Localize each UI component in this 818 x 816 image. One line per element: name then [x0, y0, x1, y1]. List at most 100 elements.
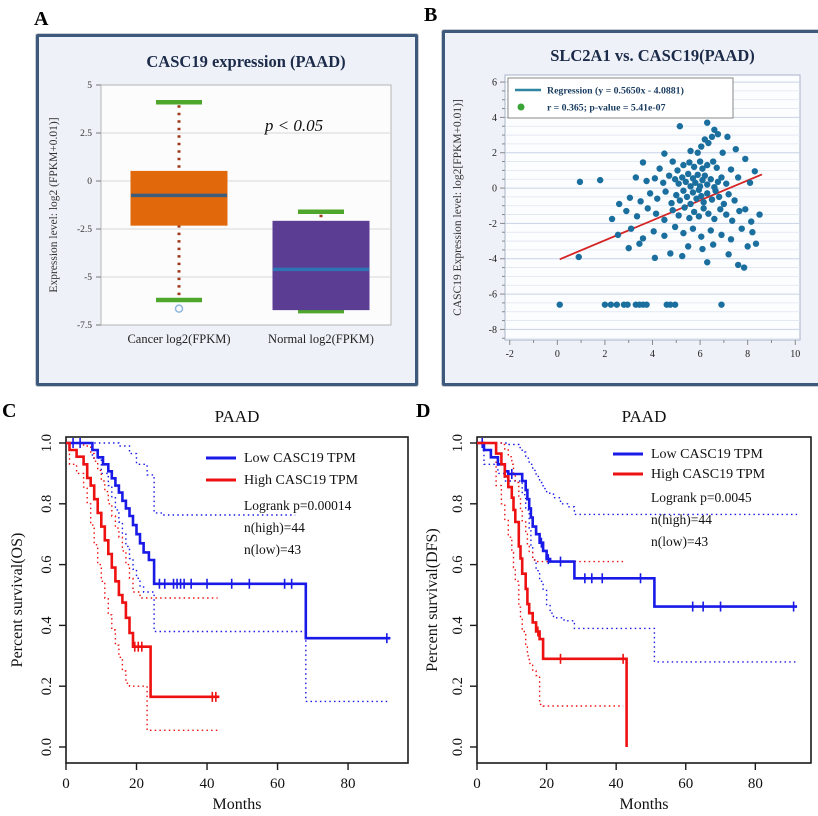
scatter-point: [636, 240, 643, 247]
scatter-point: [709, 158, 717, 165]
x-category-label: Normal log2(FPKM): [268, 332, 374, 346]
box-normal: [272, 220, 370, 311]
x-tick-label: 40: [200, 776, 215, 792]
survival-curve-high: [477, 441, 628, 747]
scatter-point: [695, 186, 703, 194]
x-tick-label: 4: [650, 349, 655, 360]
scatter-point: [711, 126, 718, 133]
y-tick-label: 2.5: [80, 129, 92, 139]
confidence-band: [477, 442, 624, 707]
scatter-point: [690, 163, 698, 171]
scatter-point: [709, 241, 717, 248]
scatter-point: [681, 204, 688, 211]
scatter-point: [700, 199, 707, 206]
scatter-point: [686, 159, 693, 166]
scatter-point: [723, 211, 730, 218]
scatter-slc2a1-vs-casc19: 6 4 2 0 -2 -4 -6 -8 -2 0 2 4 6 8 10 SLC2A1 vs. CASC19(P…: [452, 46, 801, 360]
scatter-point: [742, 155, 749, 163]
y-tick-label: 0: [492, 184, 497, 195]
confidence-band: [66, 442, 218, 599]
scatter-point: [669, 206, 676, 214]
y-tick-label: -8: [489, 325, 497, 336]
scatter-point: [699, 245, 706, 253]
plot-area: [65, 436, 409, 764]
y-tick-label: -4: [489, 254, 497, 265]
scatter-point: [734, 261, 742, 269]
scatter-point: [704, 190, 711, 197]
scatter-point: [698, 192, 705, 200]
scatter-point: [707, 227, 714, 234]
y-tick-label: 0.2: [39, 677, 55, 695]
scatter-point: [661, 150, 668, 157]
scatter-point: [748, 218, 755, 225]
scatter-point: [719, 149, 726, 156]
scatter-point: [682, 178, 690, 186]
y-tick-label: 4: [492, 113, 497, 124]
pvalue-annotation: p < 0.05: [264, 116, 323, 135]
scatter-point: [690, 208, 698, 216]
scatter-point: [683, 193, 691, 201]
legend-stat: Logrank p=0.00014: [244, 498, 352, 513]
x-tick-label: -2: [506, 349, 514, 360]
scatter-point: [614, 231, 622, 239]
scatter-point: [679, 252, 686, 260]
plot-area: [476, 436, 812, 764]
scatter-point: [660, 179, 667, 186]
scatter-point: [643, 177, 650, 185]
y-tick-label: 2: [492, 148, 497, 159]
y-tick-label: 0.6: [450, 556, 466, 574]
x-tick-label: 80: [748, 776, 763, 792]
scatter-point: [687, 147, 694, 155]
scatter-point: [708, 196, 716, 203]
scatter-point: [673, 191, 680, 199]
scatter-point: [627, 225, 635, 232]
scatter-point: [674, 167, 681, 174]
scatter-point: [752, 240, 760, 247]
scatter-point: [679, 174, 686, 181]
legend-r-swatch: [517, 103, 525, 111]
scatter-point: [556, 301, 563, 308]
scatter-point: [713, 164, 720, 171]
boxplot-casc19-expression: 5 2.5 0 -2.5 -5 -7.5 CASC19 expression (PAAD) E…: [48, 52, 392, 346]
y-tick-label: 0.4: [450, 616, 466, 635]
scatter-point: [687, 183, 694, 190]
chart-title: PAAD: [622, 407, 667, 426]
panel-a-boxplot-frame: 5 2.5 0 -2.5 -5 -7.5 CASC19 expression (PAAD) E…: [36, 34, 418, 386]
legend-stat: Logrank p=0.0045: [651, 490, 752, 505]
scatter-point: [684, 170, 692, 178]
scatter-point: [704, 181, 711, 188]
survival-curve-high: [66, 441, 220, 699]
scatter-point: [746, 179, 754, 186]
scatter-point: [651, 254, 659, 262]
scatter-point: [704, 161, 711, 169]
x-tick-label: 40: [609, 776, 624, 792]
scatter-point: [651, 175, 659, 182]
box-cancer: [130, 170, 228, 226]
scatter-point: [643, 301, 650, 308]
x-tick-label: 20: [539, 776, 554, 792]
legend-stat: n(low)=43: [651, 534, 708, 549]
scatter-point: [661, 216, 668, 224]
scatter-point: [676, 197, 684, 204]
x-tick-label: 0: [473, 776, 481, 792]
scatter-point: [727, 236, 735, 243]
scatter-point: [680, 161, 687, 169]
chart-title: CASC19 expression (PAAD): [146, 52, 345, 71]
scatter-point: [675, 180, 682, 187]
scatter-point: [601, 301, 609, 308]
scatter-point: [728, 217, 736, 224]
scatter-point: [698, 233, 705, 240]
panel-label-c: C: [2, 400, 17, 422]
y-tick-label: 0.8: [450, 495, 466, 513]
legend-label: High CASC19 TPM: [651, 467, 766, 482]
scatter-point: [689, 225, 697, 232]
scatter-point: [665, 172, 673, 179]
x-tick-label: 6: [698, 349, 703, 360]
scatter-point: [687, 200, 694, 208]
y-axis-label: Percent survival(OS): [9, 533, 26, 668]
x-tick-label: 0: [62, 776, 70, 792]
scatter-point: [650, 228, 657, 235]
x-category-label: Cancer log2(FPKM): [127, 332, 230, 346]
scatter-point: [667, 301, 674, 308]
legend-stat: n(high)=44: [244, 520, 305, 535]
